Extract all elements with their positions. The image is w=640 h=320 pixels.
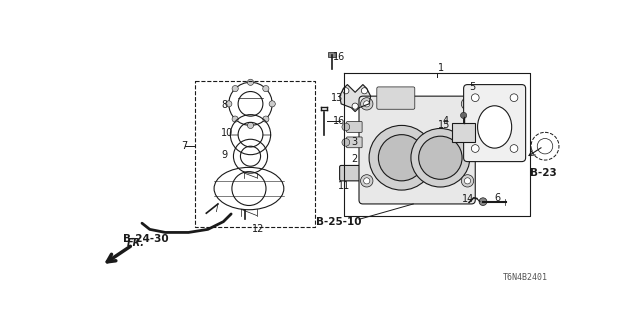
FancyBboxPatch shape xyxy=(347,122,362,132)
Circle shape xyxy=(248,79,253,85)
Ellipse shape xyxy=(364,168,371,179)
Text: 14: 14 xyxy=(462,194,474,204)
Text: 10: 10 xyxy=(221,128,234,138)
Circle shape xyxy=(360,175,373,187)
Circle shape xyxy=(263,116,269,122)
Circle shape xyxy=(226,101,232,107)
Circle shape xyxy=(342,139,349,146)
Ellipse shape xyxy=(477,106,511,148)
Text: B-24-30: B-24-30 xyxy=(123,234,168,244)
Circle shape xyxy=(510,145,518,152)
Circle shape xyxy=(269,101,275,107)
Text: 2: 2 xyxy=(351,154,358,164)
Text: 4: 4 xyxy=(443,116,449,126)
Text: 15: 15 xyxy=(438,120,451,131)
Text: 1: 1 xyxy=(438,63,444,73)
Circle shape xyxy=(364,101,370,107)
Circle shape xyxy=(378,135,425,181)
Text: FR.: FR. xyxy=(127,238,145,248)
Text: 16: 16 xyxy=(333,52,346,62)
Text: 6: 6 xyxy=(495,193,500,203)
Text: 8: 8 xyxy=(221,100,227,110)
Circle shape xyxy=(472,94,479,101)
FancyBboxPatch shape xyxy=(463,84,525,162)
Bar xyxy=(328,52,336,57)
Circle shape xyxy=(479,198,487,205)
Circle shape xyxy=(364,178,370,184)
Text: 16: 16 xyxy=(333,116,346,126)
Polygon shape xyxy=(340,84,371,112)
Circle shape xyxy=(419,136,462,179)
Text: 7: 7 xyxy=(180,141,187,151)
Circle shape xyxy=(352,103,358,109)
Circle shape xyxy=(342,123,349,131)
Text: B-23: B-23 xyxy=(530,168,557,178)
FancyBboxPatch shape xyxy=(359,96,476,204)
FancyBboxPatch shape xyxy=(347,137,362,148)
Circle shape xyxy=(411,129,470,187)
Text: 12: 12 xyxy=(252,224,264,234)
Text: 11: 11 xyxy=(338,181,350,191)
Circle shape xyxy=(461,112,467,118)
Circle shape xyxy=(465,101,470,107)
Circle shape xyxy=(248,122,253,129)
Circle shape xyxy=(465,178,470,184)
Text: 3: 3 xyxy=(351,137,357,147)
Circle shape xyxy=(461,98,474,110)
Circle shape xyxy=(472,145,479,152)
Text: 5: 5 xyxy=(469,82,476,92)
Circle shape xyxy=(510,94,518,101)
FancyBboxPatch shape xyxy=(377,87,415,109)
Circle shape xyxy=(263,85,269,92)
Circle shape xyxy=(232,85,238,92)
Text: 13: 13 xyxy=(331,93,343,103)
FancyBboxPatch shape xyxy=(340,165,371,181)
Circle shape xyxy=(343,88,349,94)
Bar xyxy=(452,123,476,142)
Text: T6N4B2401: T6N4B2401 xyxy=(503,273,548,282)
Text: 9: 9 xyxy=(221,150,227,160)
Circle shape xyxy=(369,125,434,190)
Circle shape xyxy=(232,116,238,122)
Text: B-25-10: B-25-10 xyxy=(316,217,362,227)
Circle shape xyxy=(461,175,474,187)
Circle shape xyxy=(360,98,373,110)
Circle shape xyxy=(362,88,367,94)
